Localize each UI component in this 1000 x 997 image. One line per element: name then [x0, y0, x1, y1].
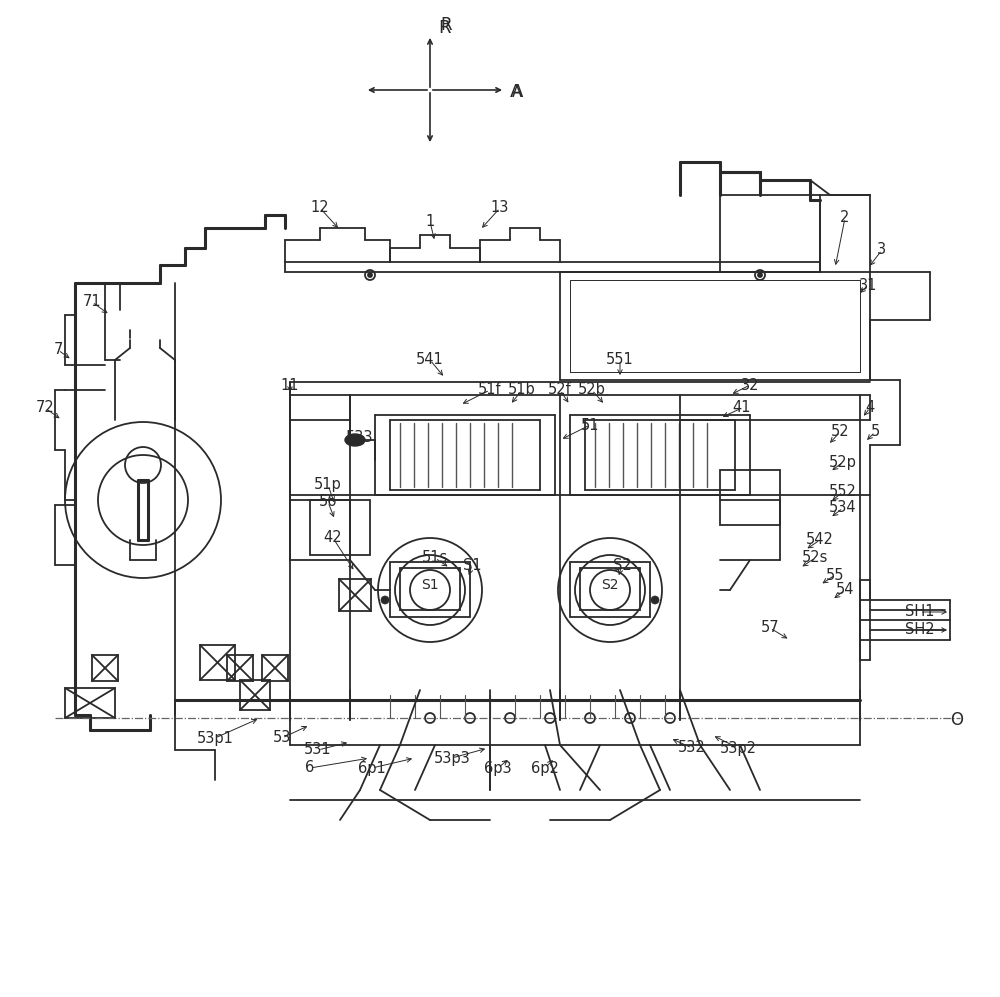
Circle shape	[381, 596, 389, 604]
Ellipse shape	[345, 434, 365, 446]
Text: S2: S2	[613, 557, 631, 572]
Bar	[390, 562, 470, 617]
Text: 51b: 51b	[508, 383, 536, 398]
Text: 51s: 51s	[422, 550, 448, 565]
Text: 71: 71	[83, 294, 101, 309]
Text: 13: 13	[491, 200, 509, 215]
Text: 534: 534	[829, 500, 857, 515]
Bar	[65, 688, 115, 718]
Text: R: R	[438, 19, 450, 37]
Text: 52f: 52f	[548, 383, 572, 398]
Text: 42: 42	[324, 530, 342, 545]
Text: SH1: SH1	[905, 604, 935, 619]
Text: 53p3: 53p3	[434, 751, 470, 766]
Text: 4: 4	[865, 401, 875, 416]
Text: 12: 12	[311, 200, 329, 215]
Text: 72: 72	[36, 401, 54, 416]
Text: 51: 51	[581, 418, 599, 433]
Bar	[580, 568, 640, 610]
Bar	[310, 500, 370, 555]
Text: A: A	[510, 83, 522, 101]
Bar	[720, 470, 780, 525]
Text: 32: 32	[741, 378, 759, 393]
Text: 6p1: 6p1	[358, 761, 386, 776]
Text: 1: 1	[425, 214, 435, 229]
Text: 54: 54	[836, 582, 854, 597]
Text: 53p1: 53p1	[197, 731, 233, 746]
Text: 53: 53	[273, 731, 291, 746]
Bar	[400, 568, 460, 610]
Bar	[92, 655, 118, 681]
Circle shape	[758, 273, 762, 277]
Bar	[227, 655, 253, 681]
Text: 53p2: 53p2	[720, 741, 757, 756]
Text: 533: 533	[346, 431, 374, 446]
Text: 55: 55	[826, 567, 844, 582]
Text: 552: 552	[829, 485, 857, 499]
Bar	[200, 645, 235, 680]
Text: 52p: 52p	[829, 455, 857, 470]
Text: 551: 551	[606, 353, 634, 368]
Text: 56: 56	[319, 495, 337, 509]
Text: 6p3: 6p3	[484, 761, 512, 776]
Text: 31: 31	[859, 277, 877, 292]
Text: 52: 52	[831, 425, 849, 440]
Circle shape	[651, 596, 659, 604]
Text: 52b: 52b	[578, 383, 606, 398]
Text: 41: 41	[733, 401, 751, 416]
Text: R: R	[440, 16, 452, 34]
Text: 6p2: 6p2	[531, 761, 559, 776]
Bar	[339, 579, 371, 611]
Text: 11: 11	[281, 378, 299, 393]
Text: 3: 3	[877, 242, 887, 257]
Text: SH2: SH2	[905, 622, 935, 637]
Text: 57: 57	[761, 620, 779, 635]
Text: 542: 542	[806, 532, 834, 547]
Text: 51p: 51p	[314, 478, 342, 493]
Text: A: A	[512, 83, 523, 101]
Text: S2: S2	[601, 578, 619, 592]
Bar	[570, 562, 650, 617]
Bar	[262, 655, 288, 681]
Text: 51f: 51f	[478, 383, 502, 398]
Text: S1: S1	[421, 578, 439, 592]
Text: 541: 541	[416, 353, 444, 368]
Text: 6: 6	[305, 761, 315, 776]
Bar	[240, 680, 270, 710]
Text: 532: 532	[678, 741, 706, 756]
Text: O: O	[950, 711, 963, 729]
Text: 531: 531	[304, 743, 332, 758]
Text: 2: 2	[840, 210, 850, 225]
Text: 5: 5	[870, 425, 880, 440]
Text: 7: 7	[53, 343, 63, 358]
Text: 52s: 52s	[802, 550, 828, 565]
Circle shape	[368, 273, 372, 277]
Text: S1: S1	[463, 557, 481, 572]
